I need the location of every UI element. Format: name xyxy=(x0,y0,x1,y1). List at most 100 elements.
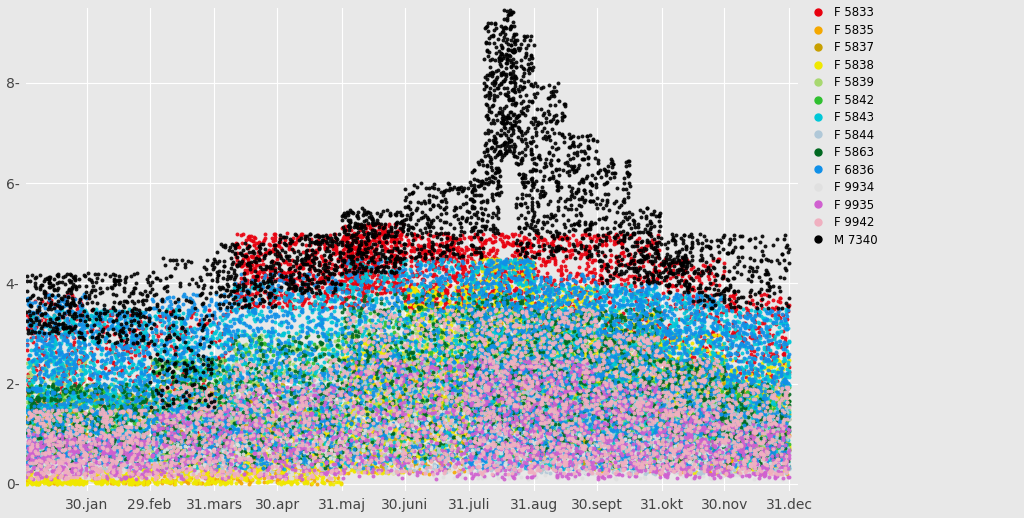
Point xyxy=(37,449,53,457)
Point xyxy=(729,350,745,358)
Point xyxy=(334,324,350,332)
Point xyxy=(758,383,774,391)
Point xyxy=(71,342,87,351)
Point xyxy=(498,289,514,297)
Point xyxy=(636,413,652,421)
Point xyxy=(527,321,544,329)
Point xyxy=(154,458,170,466)
Point xyxy=(764,421,780,429)
Point xyxy=(449,385,465,393)
Point xyxy=(751,427,767,436)
Point xyxy=(629,452,645,460)
Point xyxy=(466,446,482,454)
Point xyxy=(523,396,540,404)
Point xyxy=(200,439,216,448)
Point xyxy=(480,395,497,403)
Point xyxy=(529,328,546,336)
Point xyxy=(317,435,334,443)
Point xyxy=(284,256,300,265)
Point xyxy=(606,363,623,371)
Point xyxy=(634,458,650,466)
Point xyxy=(33,464,49,472)
Point xyxy=(230,477,247,485)
Point xyxy=(429,439,445,448)
Point xyxy=(291,264,307,272)
Point xyxy=(435,311,452,320)
Point xyxy=(601,356,617,365)
Point xyxy=(179,453,196,461)
Point xyxy=(583,418,599,426)
Point xyxy=(100,473,117,481)
Point xyxy=(379,365,395,373)
Point xyxy=(690,419,707,427)
Point xyxy=(412,431,428,440)
Point xyxy=(735,431,752,439)
Point xyxy=(501,451,517,459)
Point xyxy=(435,441,452,450)
Point xyxy=(20,424,37,433)
Point xyxy=(754,419,770,427)
Point xyxy=(538,135,554,143)
Point xyxy=(86,464,102,472)
Point xyxy=(27,446,43,454)
Point xyxy=(624,341,640,350)
Point xyxy=(234,399,251,408)
Point xyxy=(295,411,311,420)
Point xyxy=(69,400,85,409)
Point xyxy=(513,399,529,407)
Point xyxy=(48,322,65,330)
Point xyxy=(682,413,698,422)
Point xyxy=(214,383,230,391)
Point xyxy=(539,218,555,226)
Point xyxy=(381,387,397,396)
Point xyxy=(740,415,757,423)
Point xyxy=(397,405,414,413)
Point xyxy=(214,441,230,449)
Point xyxy=(265,464,282,472)
Point xyxy=(701,364,718,372)
Point xyxy=(59,470,76,478)
Point xyxy=(462,410,478,419)
Point xyxy=(215,376,231,384)
Point xyxy=(659,445,676,453)
Point xyxy=(772,447,788,455)
Point xyxy=(657,255,674,264)
Point xyxy=(245,326,261,334)
Point xyxy=(168,305,184,313)
Point xyxy=(420,230,436,238)
Point xyxy=(530,396,547,405)
Point xyxy=(349,447,366,455)
Point xyxy=(710,285,726,294)
Point xyxy=(454,257,470,266)
Point xyxy=(145,464,162,472)
Point xyxy=(483,32,500,40)
Point xyxy=(558,338,574,346)
Point xyxy=(47,395,63,403)
Point xyxy=(212,437,228,445)
Point xyxy=(339,335,355,343)
Point xyxy=(462,219,478,227)
Point xyxy=(468,463,484,471)
Point xyxy=(641,409,657,418)
Point xyxy=(92,443,109,452)
Point xyxy=(615,439,632,448)
Point xyxy=(384,453,400,462)
Point xyxy=(665,434,681,442)
Point xyxy=(338,266,354,274)
Point xyxy=(598,241,614,250)
Point xyxy=(504,362,520,370)
Point xyxy=(706,455,722,463)
Point xyxy=(699,400,716,409)
Point xyxy=(314,444,331,452)
Point xyxy=(754,422,770,430)
Point xyxy=(453,286,469,294)
Point xyxy=(631,341,647,350)
Point xyxy=(52,457,69,465)
Point xyxy=(176,319,193,327)
Point xyxy=(375,363,391,371)
Point xyxy=(167,358,183,367)
Point xyxy=(339,211,355,219)
Point xyxy=(393,420,410,428)
Point xyxy=(662,407,678,415)
Point xyxy=(497,427,513,436)
